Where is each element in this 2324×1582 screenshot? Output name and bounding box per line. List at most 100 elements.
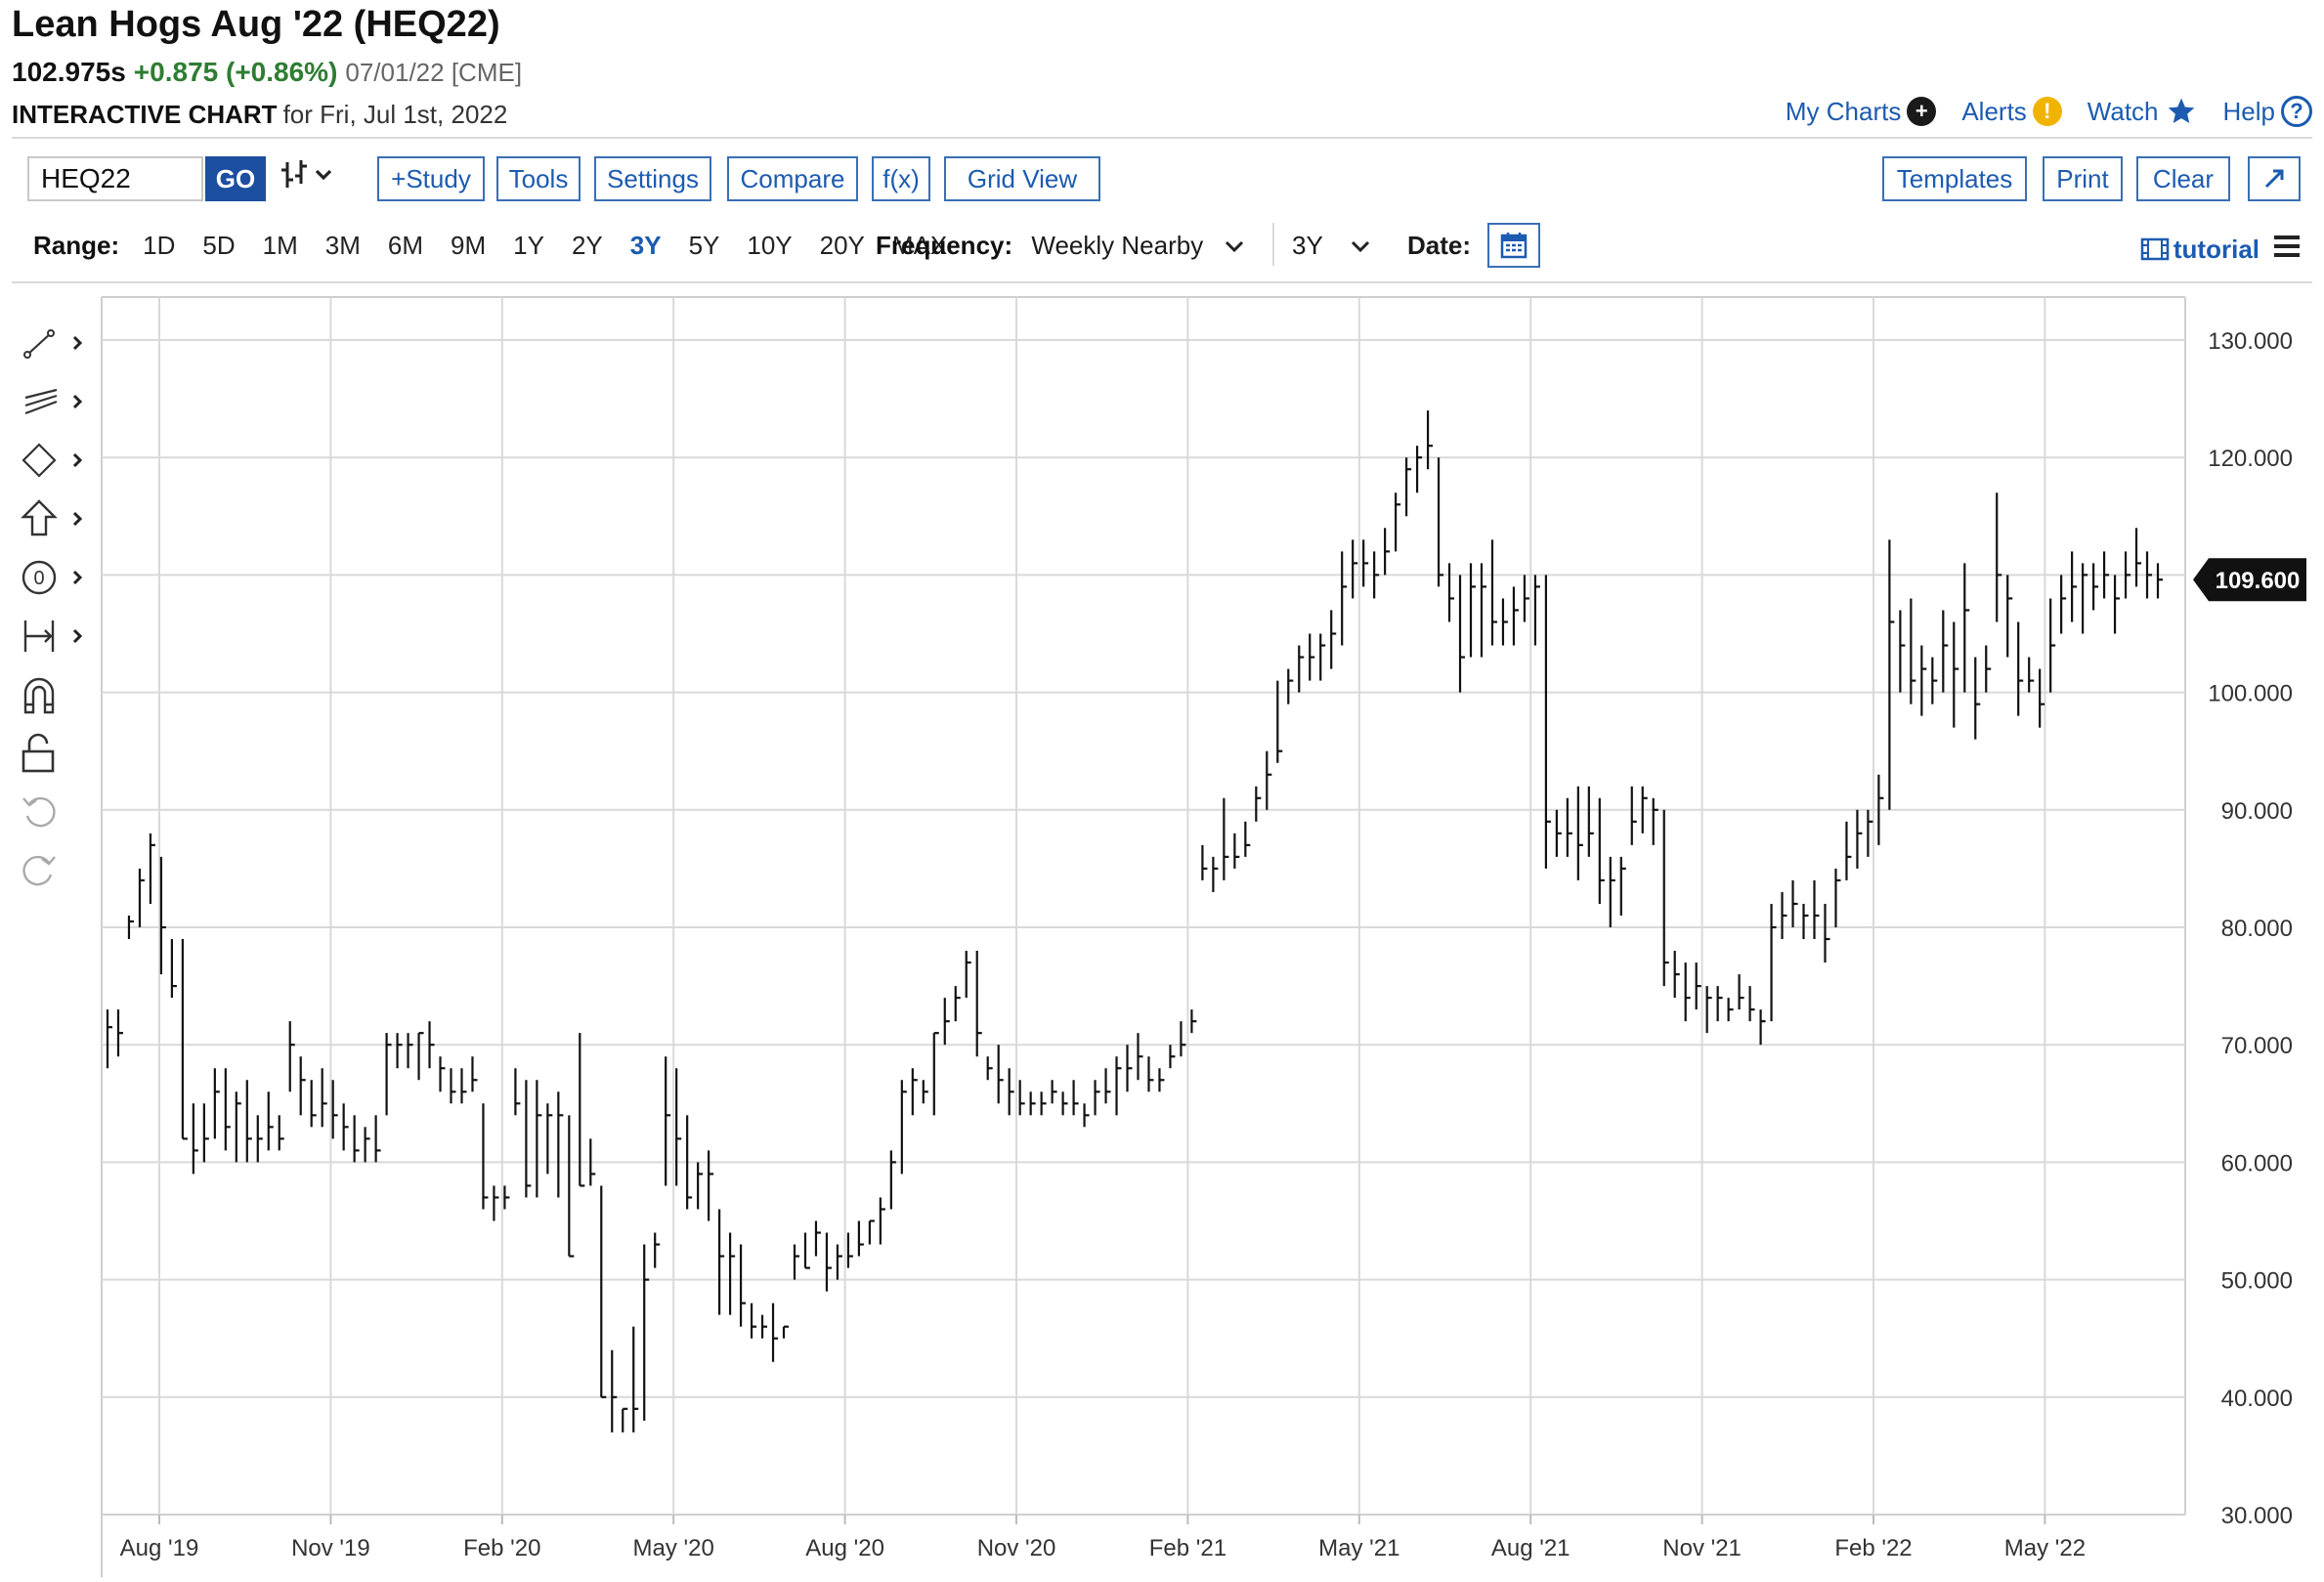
chevron-down-icon <box>1351 240 1369 253</box>
annotation-tool[interactable]: 0 <box>20 553 98 602</box>
study-button[interactable]: +Study <box>377 156 485 201</box>
range-option-5y[interactable]: 5Y <box>688 231 720 260</box>
annotation-icon: 0 <box>22 560 83 595</box>
y-tick-label: 120.000 <box>2208 446 2293 472</box>
print-button[interactable]: Print <box>2043 156 2123 201</box>
ohlc-bar <box>1458 575 1466 693</box>
ohlc-bar <box>2071 551 2078 622</box>
ohlc-bar <box>1759 1009 1766 1046</box>
templates-button[interactable]: Templates <box>1882 156 2027 201</box>
ohlc-bar <box>589 1138 596 1186</box>
redo-button[interactable] <box>20 846 98 895</box>
ohlc-bar <box>1920 645 1927 716</box>
ohlc-bar <box>954 986 961 1022</box>
range-option-1m[interactable]: 1M <box>262 231 298 260</box>
function-button[interactable]: f(x) <box>872 156 930 201</box>
ohlc-bar <box>342 1103 349 1151</box>
tutorial-link[interactable]: tutorial <box>2140 235 2259 265</box>
ohlc-bar <box>1770 903 1777 1022</box>
symbol-input[interactable] <box>27 156 203 201</box>
ohlc-bar <box>2145 551 2153 599</box>
ohlc-bar <box>1523 575 1529 622</box>
range-option-max[interactable]: MAX <box>891 231 948 260</box>
range-option-3m[interactable]: 3M <box>324 231 361 260</box>
my-charts-link[interactable]: My Charts + <box>1786 96 1937 127</box>
magnet-tool[interactable] <box>20 670 98 719</box>
period-value: 3Y <box>1292 231 1323 260</box>
go-button[interactable]: GO <box>205 156 266 201</box>
ohlc-bar <box>127 915 134 940</box>
magnet-icon <box>23 677 55 714</box>
ohlc-bar <box>771 1303 779 1362</box>
clear-button[interactable]: Clear <box>2136 156 2230 201</box>
ohlc-bar <box>782 1325 790 1339</box>
alerts-link[interactable]: Alerts ! <box>1961 96 2062 127</box>
ohlc-bar <box>1072 1080 1079 1116</box>
ohlc-bar <box>911 1068 918 1116</box>
range-option-5d[interactable]: 5D <box>202 231 236 260</box>
range-option-2y[interactable]: 2Y <box>571 231 603 260</box>
period-select[interactable]: 3Y <box>1292 231 1371 261</box>
y-tick-label: 130.000 <box>2208 328 2293 355</box>
line-tool[interactable] <box>20 319 98 367</box>
lock-tool[interactable] <box>20 729 98 778</box>
ohlc-bar <box>1276 680 1283 763</box>
ohlc-bar <box>1630 786 1637 845</box>
ohlc-bar <box>728 1232 736 1315</box>
fib-tool[interactable] <box>20 377 98 426</box>
settings-button[interactable]: Settings <box>594 156 711 201</box>
ohlc-bar <box>1824 903 1830 963</box>
svg-text:0: 0 <box>33 568 44 589</box>
ohlc-bar <box>1051 1080 1057 1104</box>
interactive-chart-label: INTERACTIVE CHART <box>12 100 278 129</box>
ohlc-bar <box>1576 786 1583 880</box>
ohlc-bar <box>267 1091 274 1151</box>
ohlc-bar <box>654 1232 661 1268</box>
range-option-20y[interactable]: 20Y <box>819 231 865 260</box>
bar-type-selector[interactable] <box>280 158 338 198</box>
divider <box>12 281 2312 283</box>
frequency-value: Weekly Nearby <box>1031 231 1204 260</box>
date-picker-button[interactable] <box>1487 223 1540 268</box>
ohlc-bar <box>1501 598 1508 646</box>
watch-link[interactable]: Watch <box>2087 96 2198 127</box>
compare-button[interactable]: Compare <box>727 156 858 201</box>
range-option-9m[interactable]: 9M <box>451 231 487 260</box>
grid-view-button[interactable]: Grid View <box>944 156 1100 201</box>
tools-button[interactable]: Tools <box>496 156 581 201</box>
ohlc-bar <box>1212 856 1219 892</box>
ohlc-bar <box>1137 1033 1143 1081</box>
range-option-10y[interactable]: 10Y <box>747 231 793 260</box>
ohlc-bar <box>503 1185 510 1210</box>
ohlc-bar <box>1619 856 1626 916</box>
arrow-tool[interactable] <box>20 494 98 543</box>
ohlc-bar <box>202 1103 209 1163</box>
range-option-3y[interactable]: 3Y <box>629 231 662 260</box>
x-tick-label: May '22 <box>2004 1535 2086 1561</box>
frequency-control[interactable]: Frequency: Weekly Nearby <box>876 231 1245 261</box>
ohlc-bar <box>138 868 145 927</box>
quote-meta: 07/01/22 [CME] <box>345 58 523 87</box>
x-tick-label: Nov '19 <box>291 1535 370 1561</box>
price-chart[interactable]: 30.000 40.000 50.000 60.000 70.000 80.000 90.0… <box>0 289 2324 1582</box>
ohlc-bar <box>428 1021 435 1069</box>
chart-svg[interactable]: 30.000 40.000 50.000 60.000 70.000 80.000 90.0… <box>0 289 2324 1577</box>
undo-button[interactable] <box>20 788 98 836</box>
ohlc-bar <box>718 1209 725 1315</box>
ohlc-bar <box>1115 1056 1122 1116</box>
range-option-1d[interactable]: 1D <box>143 231 176 260</box>
ohlc-bar <box>1598 797 1605 904</box>
ohlc-bar <box>192 1103 198 1175</box>
range-option-6m[interactable]: 6M <box>387 231 423 260</box>
menu-button[interactable] <box>2271 233 2302 265</box>
ohlc-bar <box>1233 833 1240 869</box>
shape-icon <box>22 443 83 478</box>
measure-tool[interactable] <box>20 612 98 661</box>
shape-tool[interactable] <box>20 436 98 485</box>
ohlc-bar <box>1223 797 1229 880</box>
range-option-1y[interactable]: 1Y <box>513 231 544 260</box>
help-link[interactable]: Help ? <box>2223 96 2312 127</box>
y-tick-label: 70.000 <box>2221 1033 2293 1059</box>
calendar-icon <box>1500 233 1528 259</box>
expand-button[interactable] <box>2248 156 2301 201</box>
